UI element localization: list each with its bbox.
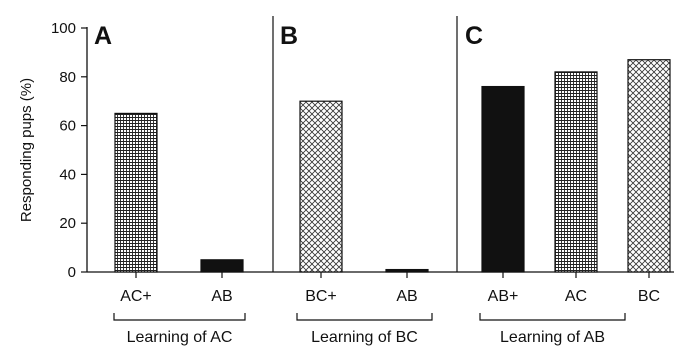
group-label: Learning of AB xyxy=(500,329,605,346)
bar xyxy=(627,59,671,273)
bar xyxy=(481,85,525,273)
bar xyxy=(299,100,343,273)
bar xyxy=(554,71,598,273)
y-axis-title: Responding pups (%) xyxy=(18,78,35,222)
y-tick-label: 40 xyxy=(59,166,76,183)
category-label: AB+ xyxy=(488,288,519,305)
y-tick-label: 60 xyxy=(59,118,76,135)
bar xyxy=(385,268,429,273)
panel-label: A xyxy=(94,22,112,50)
group-bracket xyxy=(479,313,626,321)
category-label: AB xyxy=(211,288,232,305)
panel-label: C xyxy=(465,22,483,50)
group-label: Learning of AC xyxy=(127,329,233,346)
y-tick-label: 0 xyxy=(68,264,76,281)
bar xyxy=(114,112,158,273)
bar xyxy=(200,259,244,273)
group-bracket xyxy=(296,313,433,321)
group-label: Learning of BC xyxy=(311,329,418,346)
category-label: AC+ xyxy=(120,288,152,305)
group-bracket xyxy=(113,313,246,321)
category-label: BC+ xyxy=(305,288,337,305)
y-tick-label: 20 xyxy=(59,215,76,232)
y-tick-label: 80 xyxy=(59,69,76,86)
y-tick-label: 100 xyxy=(51,20,76,37)
category-label: BC xyxy=(638,288,660,305)
panel-label: B xyxy=(280,22,298,50)
category-label: AC xyxy=(565,288,587,305)
category-label: AB xyxy=(396,288,417,305)
